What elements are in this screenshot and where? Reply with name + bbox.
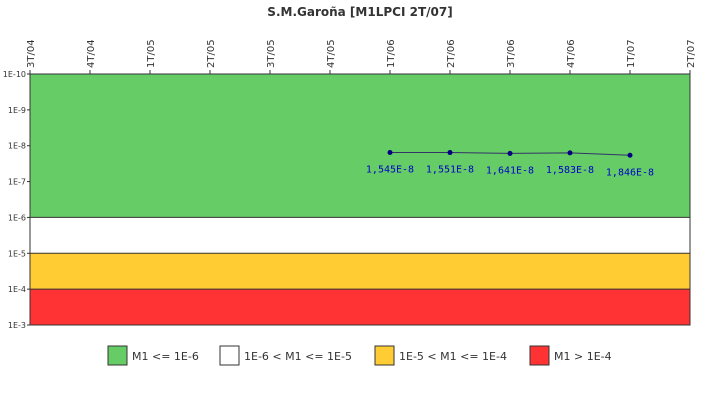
x-tick-label: 1T/06 (386, 39, 397, 68)
x-tick-label: 4T/05 (326, 39, 337, 68)
data-point (567, 150, 573, 156)
data-label: 1,545E-8 (366, 164, 414, 175)
data-label: 1,846E-8 (606, 167, 654, 178)
y-tick-label: 1E-6 (8, 213, 26, 222)
legend: M1 <= 1E-6 1E-6 < M1 <= 1E-5 1E-5 < M1 <= … (107, 345, 612, 366)
x-tick-label: 3T/04 (26, 39, 37, 68)
y-tick-label: 1E-4 (8, 285, 26, 294)
legend-label: 1E-5 < M1 <= 1E-4 (399, 350, 507, 363)
legend-swatch (219, 345, 240, 366)
band-2 (30, 253, 690, 290)
data-point (627, 152, 633, 158)
x-tick-label: 2T/05 (206, 39, 217, 68)
y-tick-label: 1E-5 (8, 249, 26, 258)
band-0 (30, 74, 690, 218)
data-label: 1,583E-8 (546, 165, 594, 176)
x-tick-label: 3T/06 (506, 39, 517, 68)
legend-swatch (107, 345, 128, 366)
chart-title: S.M.Garoña [M1LPCI 2T/07] (267, 5, 452, 19)
data-point (387, 149, 393, 155)
data-label: 1,641E-8 (486, 165, 534, 176)
x-tick-label: 1T/05 (146, 39, 157, 68)
data-point (447, 150, 453, 156)
band-1 (30, 217, 690, 254)
y-tick-label: 1E-10 (3, 70, 26, 79)
x-axis: 3T/04 4T/04 1T/05 2T/05 3T/05 4T/05 1T/06 2T/06… (26, 39, 697, 75)
y-tick-label: 1E-9 (8, 106, 26, 115)
data-label: 1,551E-8 (426, 165, 474, 176)
risk-bands (29, 73, 691, 326)
x-tick-label: 4T/06 (566, 39, 577, 68)
data-point (507, 150, 513, 156)
band-3 (30, 289, 690, 325)
y-tick-label: 1E-8 (8, 142, 26, 151)
legend-label: 1E-6 < M1 <= 1E-5 (244, 350, 352, 363)
y-tick-label: 1E-7 (8, 178, 26, 187)
x-tick-label: 1T/07 (626, 39, 637, 68)
x-tick-label: 3T/05 (266, 39, 277, 68)
legend-label: M1 <= 1E-6 (132, 350, 199, 363)
legend-swatch (529, 345, 550, 366)
legend-label: M1 > 1E-4 (554, 350, 612, 363)
y-tick-label: 1E-3 (8, 321, 26, 330)
legend-swatch (374, 345, 395, 366)
x-tick-label: 4T/04 (86, 39, 97, 68)
x-tick-label: 2T/06 (446, 39, 457, 68)
y-axis: 1E-10 1E-9 1E-8 1E-7 1E-6 1E-5 1E-4 1E-3 (3, 70, 31, 330)
data-series: 1,545E-8 1,551E-8 1,641E-8 1,583E-8 1,846E-8 (366, 149, 654, 178)
x-tick-label: 2T/07 (686, 39, 697, 68)
